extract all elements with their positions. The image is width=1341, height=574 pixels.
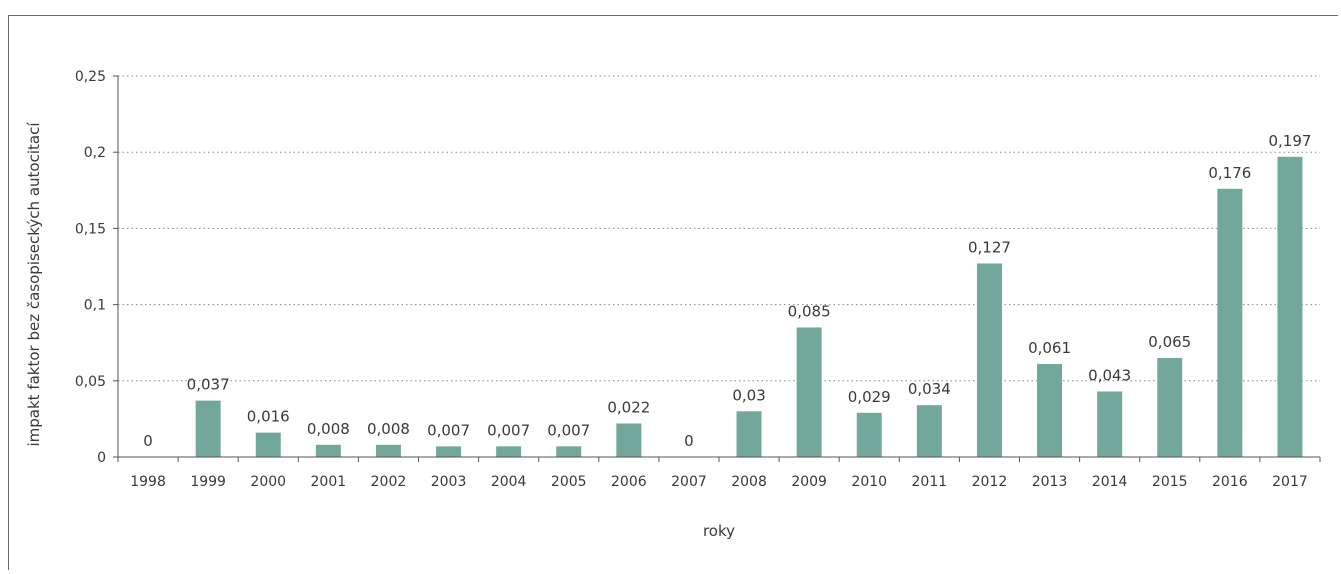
- data-label: 0: [143, 432, 153, 450]
- y-axis-title: impakt faktor bez časopiseckých autocita…: [25, 122, 43, 447]
- x-tick-label: 2008: [731, 474, 767, 490]
- bar: [1157, 357, 1183, 457]
- x-tick-label: 2017: [1272, 474, 1308, 490]
- bar: [1097, 391, 1123, 457]
- bar: [496, 446, 522, 457]
- data-label: 0,197: [1268, 132, 1311, 150]
- bar: [436, 446, 462, 457]
- data-label: 0,176: [1208, 164, 1251, 182]
- data-label: 0,037: [187, 376, 230, 394]
- bar: [1277, 156, 1303, 457]
- x-tick-label: 2003: [431, 474, 467, 490]
- gridlines: [118, 75, 1320, 382]
- bar: [195, 400, 221, 457]
- bar: [856, 412, 882, 457]
- bar: [796, 327, 822, 457]
- chart-frame: [8, 15, 1338, 570]
- x-tick-label: 2012: [972, 474, 1008, 490]
- data-label: 0,085: [788, 302, 831, 320]
- x-tick-label: 2006: [611, 474, 647, 490]
- data-label: 0,007: [427, 421, 470, 439]
- x-axis-title: roky: [703, 522, 735, 540]
- y-tick-label: 0: [97, 450, 106, 466]
- y-tick-label: 0,15: [75, 221, 106, 237]
- x-tick-label: 2002: [371, 474, 407, 490]
- bar: [916, 405, 942, 457]
- x-tick-label: 2010: [851, 474, 887, 490]
- bars: [195, 156, 1303, 457]
- bar: [315, 444, 341, 457]
- x-tick-label: 2001: [311, 474, 347, 490]
- axes: 0 0,05 0,1 0,15 0,2 0,25 1998 1999 2000 2001 2002 2…: [75, 69, 1321, 490]
- y-tick-label: 0,2: [84, 145, 106, 161]
- data-label: 0,065: [1148, 333, 1191, 351]
- data-label: 0,061: [1028, 339, 1071, 357]
- y-tick-label: 0,1: [84, 298, 106, 314]
- x-tick-label: 2011: [912, 474, 948, 490]
- data-label: 0,043: [1088, 366, 1131, 384]
- data-labels: 0 0,037 0,016 0,008 0,008 0,007 0,007 0,007 0,02…: [143, 132, 1311, 450]
- x-tick-label: 1999: [190, 474, 226, 490]
- data-label: 0,008: [367, 420, 410, 438]
- x-tick-label: 2005: [551, 474, 587, 490]
- x-tick-label: 1998: [130, 474, 166, 490]
- data-label: 0,03: [732, 386, 765, 404]
- x-tick-label: 2000: [250, 474, 286, 490]
- bar: [1217, 188, 1243, 457]
- bar: [976, 263, 1002, 457]
- x-tick-label: 2016: [1212, 474, 1248, 490]
- data-label: 0,007: [487, 421, 530, 439]
- x-tick-label: 2013: [1032, 474, 1068, 490]
- x-tick-label: 2015: [1152, 474, 1188, 490]
- data-label: 0,029: [848, 388, 891, 406]
- y-tick-label: 0,25: [75, 69, 106, 85]
- data-label: 0,127: [968, 238, 1011, 256]
- data-label: 0,034: [908, 380, 951, 398]
- data-label: 0,022: [607, 398, 650, 416]
- bar: [616, 423, 642, 457]
- bar: [736, 411, 762, 457]
- x-tick-label: 2014: [1092, 474, 1128, 490]
- bar: [1037, 364, 1063, 457]
- data-label: 0: [684, 432, 694, 450]
- x-tick-label: 2009: [791, 474, 827, 490]
- data-label: 0,016: [247, 408, 290, 426]
- bar: [556, 446, 582, 457]
- data-label: 0,007: [547, 421, 590, 439]
- x-tick-label: 2004: [491, 474, 527, 490]
- data-label: 0,008: [307, 420, 350, 438]
- y-tick-label: 0,05: [75, 374, 106, 390]
- x-tick-label: 2007: [671, 474, 707, 490]
- bar: [255, 432, 281, 457]
- bar: [375, 444, 401, 457]
